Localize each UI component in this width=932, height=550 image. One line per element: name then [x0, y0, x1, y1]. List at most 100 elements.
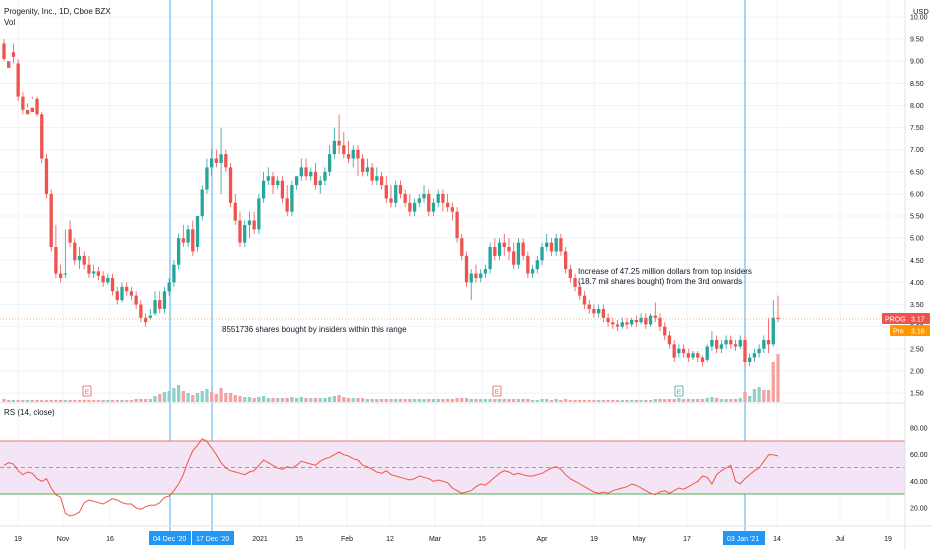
time-tick-label: 15 [295, 536, 303, 543]
volume-bar [158, 394, 162, 402]
price-tick-label: 7.00 [910, 147, 924, 154]
candle-body [384, 185, 388, 199]
price-axis[interactable]: 10.00 9.50 9.00 8.50 8.00 7.50 7.00 6.50 6.00 5.5… [910, 15, 928, 398]
volume-bar [219, 388, 223, 402]
candle-body [219, 154, 223, 163]
rsi-line [3, 438, 779, 517]
volume-bar [233, 395, 237, 402]
volume-bar [648, 400, 653, 402]
date-marker-text-2: 17 Dec '20 [196, 536, 229, 543]
volume-bar [568, 400, 572, 402]
candle-body [25, 109, 30, 115]
candle-body [615, 324, 620, 327]
insider-increase-line2: (18.7 mil shares bought) from the 3rd on… [578, 277, 742, 286]
candle-body [559, 238, 563, 252]
rsi-axis[interactable]: 80.00 60.00 40.00 20.00 [910, 426, 928, 513]
candle-body [663, 326, 667, 336]
candle-body [96, 271, 101, 276]
volume-bar [658, 399, 662, 402]
candle-body [233, 202, 237, 221]
candle-body [611, 322, 615, 325]
volume-bar [445, 399, 450, 402]
candle-body [247, 220, 252, 225]
candle-body [705, 346, 709, 360]
volume-bar [252, 398, 256, 402]
candle-body [625, 322, 629, 325]
volume-bar [167, 391, 171, 402]
candle-body [648, 315, 653, 325]
candle-body [714, 339, 719, 349]
price-tick-label: 9.00 [910, 59, 924, 66]
price-tick-label: 8.50 [910, 81, 924, 88]
volume-bar [210, 392, 214, 402]
candle-body [77, 255, 82, 261]
volume-bar [630, 400, 634, 402]
volume-bar [285, 398, 289, 402]
volume-bar [493, 399, 497, 402]
price-tick-label: 5.50 [910, 214, 924, 221]
volume-bar [271, 398, 275, 402]
price-tick-label: 5.00 [910, 236, 924, 243]
candle-body [214, 158, 219, 163]
volume-bar [266, 398, 270, 402]
volume-bar [365, 399, 370, 402]
volume-bar [663, 399, 667, 402]
candle-body [483, 269, 488, 274]
volume-bar [620, 400, 624, 402]
volume-bar [474, 399, 478, 402]
candle-body [535, 260, 539, 270]
price-tick-label: 10.00 [910, 15, 928, 22]
volume-bar [563, 399, 568, 402]
volume-bar [540, 399, 544, 402]
candle-body [757, 348, 761, 354]
volume-bar [120, 400, 124, 402]
candle-body [313, 171, 318, 186]
earnings-marker [82, 385, 92, 397]
volume-bar [106, 400, 110, 402]
volume-bar [512, 399, 516, 402]
volume-bar [318, 398, 322, 402]
volume-bar [530, 400, 535, 402]
volume-bar [181, 391, 185, 402]
time-tick-label: 19 [884, 536, 892, 543]
candle-body [752, 353, 757, 358]
candle-body [181, 238, 185, 243]
candle-body [573, 277, 577, 287]
candle-body [545, 242, 549, 248]
candle-body [327, 154, 332, 172]
candle-body [92, 271, 96, 274]
candle-body [139, 304, 143, 318]
candle-body [153, 300, 157, 314]
volume-bar [327, 397, 332, 402]
volume-bar [488, 399, 492, 402]
volume-bar [186, 393, 190, 402]
vol-label: Vol [4, 18, 15, 27]
volume-bar [691, 399, 695, 402]
time-tick-label: 2021 [252, 536, 268, 543]
time-axis[interactable]: 19 Nov 16 2021 15 Feb 12 Mar 15 Apr 19 May 17 14 Jul 19 [14, 536, 892, 543]
candle-body [630, 320, 634, 325]
volume-bar [16, 400, 20, 402]
candle-body [422, 193, 426, 199]
candle-body [403, 193, 407, 203]
candle-body [521, 242, 525, 256]
candle-body [516, 242, 521, 265]
candle-body [460, 238, 464, 256]
candle-body [748, 357, 752, 363]
candle-body [408, 202, 412, 212]
candle-body [176, 238, 181, 265]
candle-body [389, 198, 393, 203]
price-tick-label: 8.00 [910, 103, 924, 110]
volume-bar [582, 400, 587, 402]
volume-bar [653, 399, 657, 402]
candle-body [743, 339, 747, 363]
volume-bar [224, 393, 228, 402]
rsi-label: RS (14, close) [4, 408, 55, 417]
volume-bar [639, 400, 643, 402]
candle-body [35, 98, 39, 115]
price-tick-label: 6.50 [910, 169, 924, 176]
candle-body [502, 242, 506, 248]
candle-body [195, 216, 200, 248]
